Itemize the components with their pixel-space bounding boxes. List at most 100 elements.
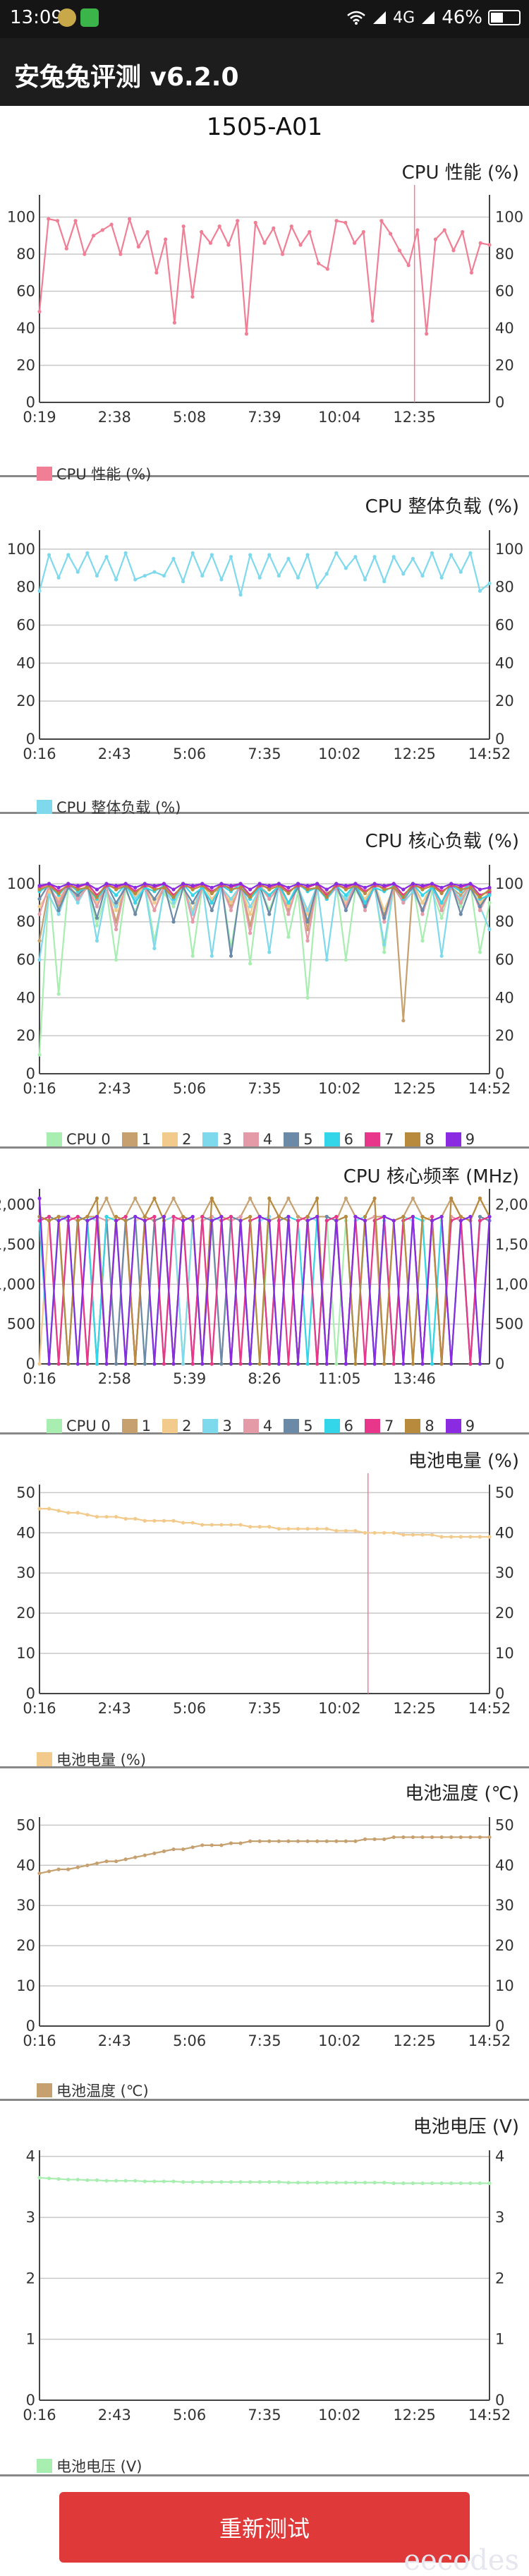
data-point (267, 1839, 272, 1843)
data-point (286, 891, 291, 895)
data-point (296, 1527, 300, 1531)
y-tick-right: 40 (495, 1857, 514, 1874)
data-point (353, 555, 358, 559)
y-tick-left: 1,500 (0, 1236, 35, 1253)
data-point (209, 1218, 214, 1223)
data-point (372, 1837, 377, 1841)
data-point (238, 592, 243, 597)
x-tick: 2:43 (98, 745, 131, 762)
data-point (56, 901, 61, 905)
data-point (276, 1527, 281, 1531)
y-tick-left: 80 (16, 246, 35, 263)
y-tick-left: 2 (26, 2270, 35, 2287)
x-tick: 5:39 (173, 1370, 206, 1387)
x-tick: 13:46 (393, 1370, 436, 1387)
data-point (334, 551, 339, 555)
data-point (200, 229, 204, 234)
data-point (315, 1839, 320, 1843)
data-point (401, 1362, 406, 1366)
data-point (401, 1835, 406, 1840)
data-point (478, 887, 482, 892)
data-point (133, 2179, 138, 2183)
data-point (343, 1362, 348, 1366)
data-point (305, 1214, 310, 1219)
y-tick-right: 60 (495, 283, 514, 300)
data-point (458, 901, 463, 905)
data-point (190, 1521, 195, 1525)
y-tick-right: 80 (495, 913, 514, 930)
data-point (391, 1835, 396, 1840)
data-point (226, 243, 231, 247)
chart-title: CPU 核心负载 (%) (365, 831, 519, 852)
y-tick-right: 100 (495, 875, 523, 892)
data-point (370, 318, 375, 323)
data-point (478, 241, 482, 245)
data-point (73, 219, 78, 223)
data-point (397, 248, 402, 253)
y-tick-left: 60 (16, 283, 35, 300)
y-tick-right: 30 (495, 1897, 514, 1914)
x-tick: 14:52 (468, 745, 511, 762)
y-tick-left: 10 (16, 1977, 35, 1994)
legend-swatch (37, 467, 52, 481)
retest-button[interactable]: 重新测试 (59, 2492, 470, 2563)
data-point (238, 2180, 243, 2184)
data-point (128, 217, 132, 221)
data-point (66, 1867, 71, 1871)
y-tick-left: 80 (16, 913, 35, 930)
data-point (478, 1535, 482, 1539)
data-point (209, 1523, 214, 1527)
x-tick: 7:35 (248, 2032, 281, 2049)
y-tick-right: 10 (495, 1645, 514, 1662)
data-point (75, 1362, 80, 1366)
data-point (104, 1196, 109, 1201)
data-point (95, 1196, 99, 1201)
data-point (75, 897, 80, 901)
x-tick: 7:35 (248, 2407, 281, 2424)
data-point (181, 224, 186, 229)
data-point (164, 237, 168, 241)
data-point (334, 1218, 339, 1223)
y-tick-left: 40 (16, 320, 35, 337)
data-point (229, 555, 233, 559)
data-point (449, 1835, 454, 1840)
data-point (181, 1214, 186, 1219)
data-point (114, 577, 118, 582)
x-tick: 7:35 (248, 745, 281, 762)
data-point (420, 901, 425, 905)
data-point (142, 882, 147, 886)
data-point (75, 570, 80, 574)
data-point (190, 954, 195, 958)
data-point (324, 1218, 329, 1223)
data-point (458, 570, 463, 574)
data-point (85, 1513, 90, 1517)
data-point (152, 908, 157, 913)
x-tick: 5:06 (173, 1700, 206, 1717)
data-point (372, 2181, 377, 2185)
data-point (382, 950, 387, 954)
data-point (133, 891, 138, 895)
data-point (171, 904, 176, 909)
y-tick-left: 20 (16, 1605, 35, 1622)
data-point (401, 1533, 406, 1537)
data-point (343, 957, 348, 962)
data-point (420, 887, 425, 892)
legend-swatch (202, 1419, 219, 1433)
data-point (305, 995, 310, 1000)
data-point (296, 1362, 300, 1366)
notification-icons (58, 8, 99, 27)
y-tick-left: 3 (26, 2209, 35, 2226)
data-point (75, 901, 80, 905)
data-point (289, 224, 293, 229)
legend-label: 5 (303, 1131, 313, 1148)
data-point (391, 555, 396, 559)
data-point (458, 1535, 463, 1539)
data-point (487, 885, 492, 889)
chart-section: CPU 核心频率 (MHz) 0 0 500 500 1,000 1,000 1,500 1,5… (0, 1152, 529, 1434)
data-point (114, 1362, 118, 1366)
data-point (85, 2178, 90, 2182)
data-point (267, 1362, 272, 1366)
y-tick-right: 100 (495, 541, 523, 558)
data-point (37, 589, 42, 593)
y-tick-right: 50 (495, 1484, 514, 1501)
